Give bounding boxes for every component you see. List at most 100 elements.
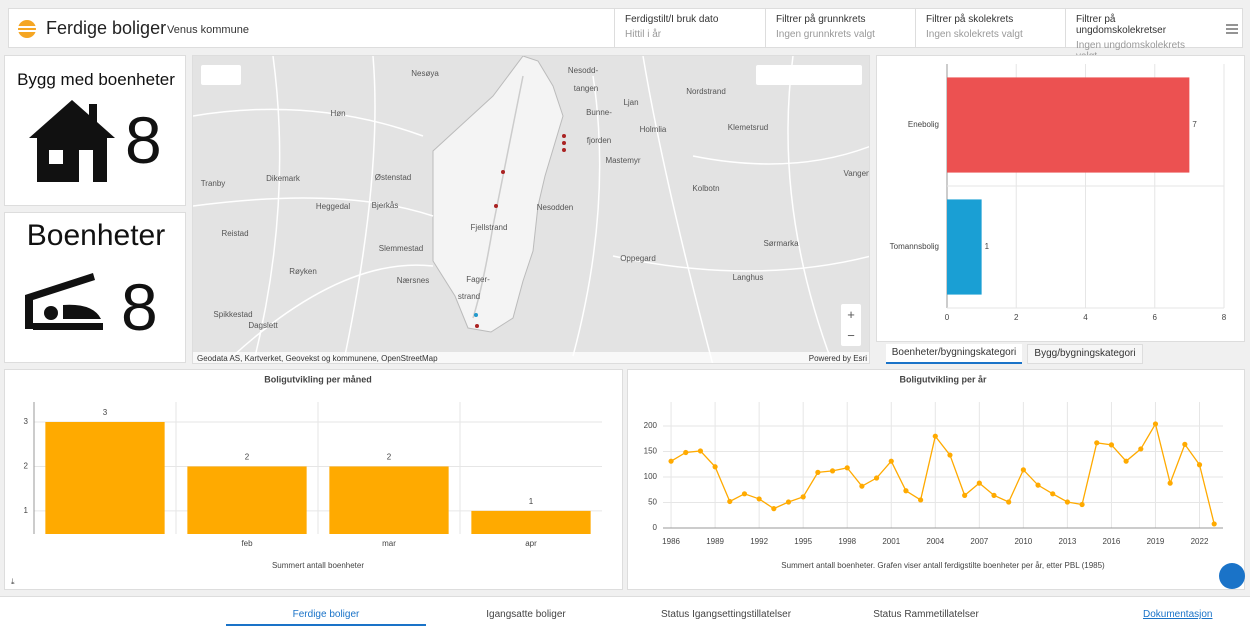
chart-panel: Boligutvikling per måned 1 2 3 3 2 feb 2 mar 1 apr… xyxy=(4,369,623,590)
map-label: Langhus xyxy=(733,273,764,282)
x-tick-label: 1992 xyxy=(750,537,768,546)
point xyxy=(1152,421,1159,427)
filter[interactable]: Filtrer på skolekrets Ingen skolekrets va… xyxy=(915,8,1065,48)
point xyxy=(829,468,836,474)
point xyxy=(771,506,777,512)
x-tick-label: 2004 xyxy=(926,537,944,546)
bed-icon xyxy=(25,273,103,330)
header: Ferdige boliger Venus kommune xyxy=(8,8,1243,48)
point xyxy=(888,458,894,464)
indicator-title: Boenheter xyxy=(26,219,166,252)
indicator: Boenheter 8 xyxy=(4,212,186,363)
tab[interactable]: Boenheter/bygningskategori xyxy=(886,344,1022,364)
map-label: Nærsnes xyxy=(397,276,429,285)
point xyxy=(1094,440,1100,446)
category-label: Enebolig xyxy=(908,120,939,129)
map-label: Oppegard xyxy=(620,254,656,263)
filter[interactable]: Filtrer på grunnkrets Ingen grunnkrets va… xyxy=(765,8,915,48)
point xyxy=(1020,467,1026,473)
attribution-bar: Geodata AS, Kartverket, Geovekst og komm… xyxy=(193,352,869,363)
point xyxy=(800,494,806,500)
map[interactable]: Nesøya Høn Østenstad Bjerkås Fjellstrand Neso… xyxy=(192,55,870,364)
point xyxy=(1182,441,1188,447)
doc-link[interactable]: Dokumentasjon xyxy=(1143,609,1213,620)
download-icon[interactable]: ⤓ xyxy=(11,577,15,586)
x-tick-label: 2001 xyxy=(882,537,900,546)
x-tick-label: 1998 xyxy=(838,537,856,546)
x-tick-label: 4 xyxy=(1083,313,1088,322)
point xyxy=(1211,521,1217,527)
subtitle: Venus kommune xyxy=(167,24,249,36)
point xyxy=(873,475,880,481)
map-label: Nordstrand xyxy=(686,87,726,96)
nav-tab[interactable]: Ferdige boliger xyxy=(226,609,426,626)
category-label: Tomannsbolig xyxy=(890,242,939,251)
x-tick-label: apr xyxy=(525,539,537,548)
nav-tab[interactable]: Igangsatte boliger xyxy=(486,609,566,620)
map-label: Spikkestad xyxy=(213,310,252,319)
map-label: Nesodd- xyxy=(568,66,599,75)
map-label: Holmlia xyxy=(640,125,667,134)
zoom-controls[interactable]: + − xyxy=(841,304,861,346)
bar xyxy=(187,466,307,534)
nav-tab[interactable]: Status Igangsettingstillatelser xyxy=(660,609,792,620)
map-label: Høn xyxy=(330,109,345,118)
indicator-value: 8 xyxy=(121,270,158,344)
point xyxy=(903,488,909,494)
point xyxy=(697,448,704,454)
value-label: 2 xyxy=(245,453,250,462)
bar xyxy=(45,422,165,534)
point xyxy=(1196,462,1203,468)
y-tick-label: 200 xyxy=(644,421,658,430)
value-label: 2 xyxy=(387,453,392,462)
x-tick-label: 2013 xyxy=(1059,537,1077,546)
filter[interactable]: Ferdigstilt/I bruk dato Hittil i år xyxy=(614,8,765,48)
y-tick-label: 50 xyxy=(648,498,657,507)
map-label: Heggedal xyxy=(316,202,350,211)
menu-icon[interactable] xyxy=(1225,22,1239,36)
point xyxy=(727,498,733,505)
map-label: Slemmestad xyxy=(379,244,423,253)
map-label: Østenstad xyxy=(375,173,411,182)
map-canvas: Nesøya Høn Østenstad Bjerkås Fjellstrand Neso… xyxy=(193,56,869,363)
filter-label: Ferdigstilt/I bruk dato xyxy=(625,14,719,25)
x-tick-label: 2 xyxy=(1014,313,1019,322)
chart-title: Boligutvikling per år xyxy=(899,374,987,384)
bar xyxy=(947,199,982,295)
point xyxy=(1064,499,1071,505)
map-label: Ljan xyxy=(623,98,638,107)
map-toolbar[interactable] xyxy=(756,65,862,85)
refresh-button[interactable] xyxy=(1219,563,1245,589)
x-tick-label: 0 xyxy=(945,313,950,322)
nav-tab[interactable]: Status Rammetillatelser xyxy=(873,609,979,620)
bar xyxy=(329,466,449,534)
map-label: Klemetsrud xyxy=(728,123,768,132)
select-tool[interactable] xyxy=(201,65,241,85)
map-label: Dagslett xyxy=(248,321,278,330)
filter-value: Ingen grunnkrets valgt xyxy=(776,29,875,40)
map-label: strand xyxy=(458,292,480,301)
point xyxy=(947,452,953,458)
map-label: tangen xyxy=(574,84,598,93)
value-label: 7 xyxy=(1192,120,1197,129)
map-label: Sørmarka xyxy=(763,239,799,248)
tab[interactable]: Bygg/bygningskategori xyxy=(1027,344,1143,364)
y-tick-label: 3 xyxy=(24,417,29,426)
value-label: 1 xyxy=(985,242,990,251)
map-label: Tranby xyxy=(201,179,226,188)
map-label: Fjellstrand xyxy=(471,223,508,232)
indicator-value: 8 xyxy=(125,103,162,177)
x-tick-label: 1995 xyxy=(794,537,812,546)
map-label: Reistad xyxy=(221,229,248,238)
y-tick-label: 0 xyxy=(653,523,658,532)
filter-value: Ingen skolekrets valgt xyxy=(926,29,1023,40)
filter[interactable]: Filtrer på ungdomskolekretser Ingen ungdo… xyxy=(1065,8,1216,62)
x-tick-label: mar xyxy=(382,539,396,548)
x-tick-label: 2010 xyxy=(1014,537,1032,546)
point xyxy=(712,464,718,470)
x-tick-label: 8 xyxy=(1222,313,1227,322)
x-tick-label: 6 xyxy=(1153,313,1158,322)
map-label: Bunne- xyxy=(586,108,612,117)
point xyxy=(859,483,865,489)
